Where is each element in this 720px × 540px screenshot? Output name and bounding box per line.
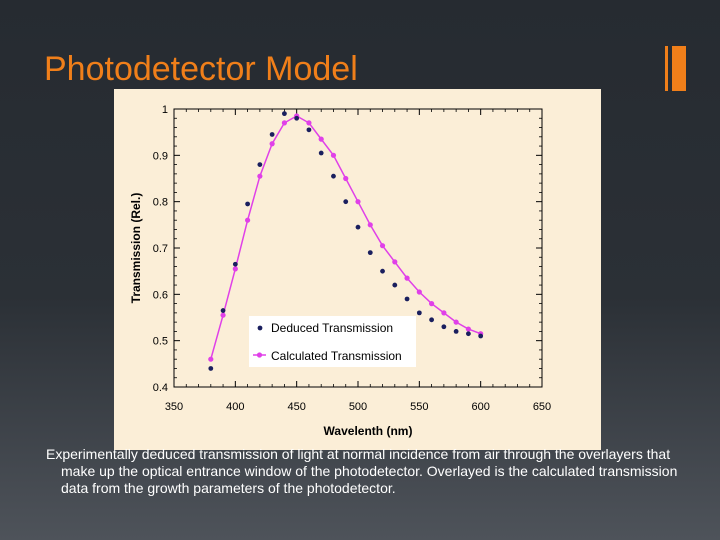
deduced-transmission-point [478,333,484,339]
calculated-transmission-point [392,259,398,265]
deduced-transmission-point [220,308,226,313]
deduced-transmission-point [404,296,410,302]
x-axis-label: Wavelenth (nm) [324,424,413,438]
legend-deduced-label: Deduced Transmission [271,321,393,335]
slide-title: Photodetector Model [44,50,358,88]
deduced-transmission-point [392,282,398,288]
calculated-transmission-point [465,326,471,332]
calculated-transmission-point [416,289,422,295]
calculated-transmission-point [220,312,226,318]
calculated-transmission-point [269,141,275,147]
y-tick-label: 0.6 [153,289,168,301]
deduced-transmission-point [441,324,447,330]
calculated-transmission-point [281,120,287,126]
y-tick-label: 0.8 [153,197,168,209]
x-tick-label: 650 [533,401,551,413]
calculated-transmission-point [306,120,312,126]
deduced-transmission-point [453,329,459,334]
deduced-transmission-point [245,201,251,207]
deduced-transmission-point [318,150,324,156]
y-tick-label: 0.7 [153,243,168,255]
calculated-transmission-point [429,301,435,307]
calculated-transmission-point [208,356,214,362]
accent-bar-thick [672,46,686,91]
calculated-transmission-point [441,310,447,316]
chart-panel: 350 400 450 500 550 600 650 0.4 0.5 0.6 0.7 0.8 0.9 1… [114,89,601,450]
deduced-transmission-point [306,127,312,133]
deduced-transmission-point [367,250,373,256]
calculated-transmission-point [232,266,238,272]
calculated-transmission-point [257,173,263,179]
calculated-transmission-point [343,175,349,182]
x-tick-label: 500 [349,401,367,413]
deduced-transmission-point [208,366,214,371]
x-tick-label: 550 [410,401,428,413]
deduced-transmission-point [466,331,471,337]
x-tick-label: 450 [287,401,305,413]
deduced-transmission-point [331,173,336,179]
calculated-transmission-point [367,222,373,228]
y-tick-label: 1 [162,104,168,116]
deduced-transmission-point [232,261,238,267]
legend-box [249,316,416,367]
calculated-transmission-point [245,217,251,223]
deduced-transmission-point [257,162,263,167]
y-tick-label: 0.4 [153,382,168,394]
slide-caption: Experimentally deduced transmission of l… [46,446,678,496]
deduced-transmission-point [294,115,300,121]
deduced-transmission-point [282,111,287,117]
transmission-chart: 350 400 450 500 550 600 650 0.4 0.5 0.6 0.7 0.8 0.9 1… [129,104,551,438]
deduced-transmission-point [429,317,434,323]
y-tick-label: 0.5 [153,336,168,348]
calculated-transmission-point [355,199,361,205]
deduced-transmission-point [380,268,385,274]
x-tick-label: 400 [226,401,244,413]
legend-calculated-label: Calculated Transmission [271,349,402,363]
legend-calculated-marker [256,352,263,358]
accent-bar-thin [665,46,668,91]
calculated-transmission-point [318,136,324,142]
deduced-transmission-point [355,224,361,230]
deduced-transmission-point [269,132,275,137]
x-tick-label: 600 [471,401,489,413]
calculated-transmission-point [404,275,410,281]
y-axis-label: Transmission (Rel.) [129,193,143,304]
deduced-transmission-point [343,199,349,205]
calculated-transmission-point [379,243,386,249]
deduced-transmission-point [416,310,422,316]
legend-deduced-marker [257,325,263,331]
calculated-transmission-point [330,152,337,158]
x-tick-label: 350 [165,401,183,413]
y-tick-label: 0.9 [153,150,168,162]
calculated-transmission-point [453,319,459,325]
